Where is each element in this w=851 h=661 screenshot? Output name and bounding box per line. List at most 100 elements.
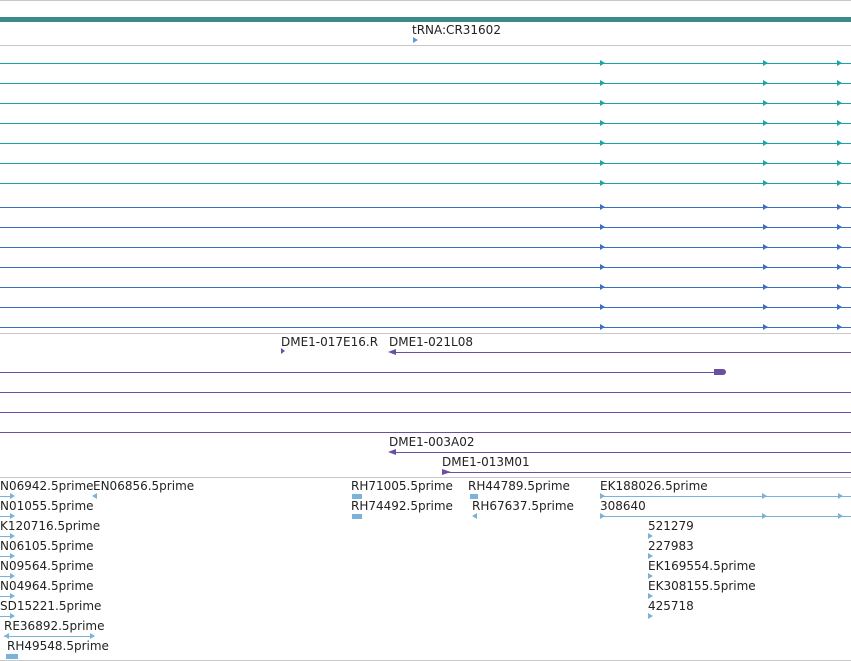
est-label[interactable]: 425718 — [648, 599, 694, 613]
est-arrow[interactable] — [90, 633, 95, 639]
est-label[interactable]: 308640 — [600, 499, 646, 513]
transcript-line[interactable] — [0, 207, 851, 208]
transcript-line[interactable] — [0, 287, 851, 288]
transcript-line[interactable] — [0, 227, 851, 228]
est-arrow[interactable] — [600, 493, 605, 499]
transcript-strand-arrow — [837, 100, 842, 106]
clone-label-013m01[interactable]: DME1-013M01 — [442, 455, 530, 469]
est-label[interactable]: RH67637.5prime — [472, 499, 574, 513]
est-block[interactable] — [352, 494, 362, 499]
transcript-line[interactable] — [0, 163, 851, 164]
est-line[interactable] — [0, 516, 12, 517]
est-line[interactable] — [0, 596, 12, 597]
est-arrow[interactable] — [838, 493, 843, 499]
clone-line[interactable] — [0, 412, 851, 413]
est-label[interactable]: SD15221.5prime — [0, 599, 102, 613]
est-label[interactable]: 227983 — [648, 539, 694, 553]
est-label[interactable]: EK188026.5prime — [600, 479, 708, 493]
clone-013m01-arrow[interactable] — [442, 469, 451, 475]
est-line[interactable] — [0, 536, 12, 537]
est-arrow[interactable] — [10, 613, 15, 619]
clone-label-003a02[interactable]: DME1-003A02 — [389, 435, 475, 449]
clone-end-block[interactable] — [714, 369, 726, 375]
transcript-strand-arrow — [600, 60, 605, 66]
est-arrow[interactable] — [10, 513, 15, 519]
transcript-strand-arrow — [763, 244, 768, 250]
est-label[interactable]: RH44789.5prime — [468, 479, 570, 493]
est-arrow[interactable] — [92, 493, 97, 499]
est-label[interactable]: RH71005.5prime — [351, 479, 453, 493]
est-label[interactable]: EN06856.5prime — [93, 479, 195, 493]
est-block[interactable] — [470, 494, 478, 499]
est-arrow[interactable] — [762, 513, 767, 519]
est-block[interactable] — [6, 654, 18, 659]
transcript-strand-arrow — [600, 100, 605, 106]
clone-021l08-line[interactable] — [392, 352, 851, 353]
est-label[interactable]: RH49548.5prime — [7, 639, 109, 653]
est-arrow[interactable] — [472, 513, 477, 519]
est-line[interactable] — [0, 556, 12, 557]
transcript-line[interactable] — [0, 103, 851, 104]
clone-021l08-arrow[interactable] — [388, 349, 396, 355]
transcript-line[interactable] — [0, 267, 851, 268]
est-label[interactable]: EK308155.5prime — [648, 579, 756, 593]
est-block[interactable] — [352, 514, 362, 519]
transcript-line[interactable] — [0, 327, 851, 328]
est-arrow[interactable] — [648, 593, 653, 599]
est-arrow[interactable] — [838, 513, 843, 519]
trna-feature-arrow[interactable] — [413, 37, 418, 43]
transcript-line[interactable] — [0, 123, 851, 124]
transcript-line[interactable] — [0, 83, 851, 84]
est-line[interactable] — [0, 576, 12, 577]
clone-line[interactable] — [0, 432, 851, 433]
est-label[interactable]: N04964.5prime — [0, 579, 94, 593]
est-line[interactable] — [600, 516, 851, 517]
transcript-line[interactable] — [0, 247, 851, 248]
transcript-line[interactable] — [0, 63, 851, 64]
est-label[interactable]: RH74492.5prime — [351, 499, 453, 513]
est-arrow[interactable] — [10, 593, 15, 599]
est-arrow[interactable] — [4, 633, 9, 639]
clone-013m01-line[interactable] — [446, 472, 851, 473]
clone-label-017e16[interactable]: DME1-017E16.R — [281, 335, 379, 349]
est-arrow[interactable] — [10, 493, 15, 499]
est-arrow[interactable] — [762, 493, 767, 499]
est-label[interactable]: K120716.5prime — [0, 519, 101, 533]
est-line[interactable] — [600, 496, 851, 497]
est-arrow[interactable] — [648, 613, 653, 619]
est-arrow[interactable] — [648, 533, 653, 539]
est-arrow[interactable] — [10, 533, 15, 539]
clone-017e16-arrow[interactable] — [281, 348, 285, 354]
est-label[interactable]: RE36892.5prime — [4, 619, 105, 633]
gene-model-bar[interactable] — [0, 17, 851, 22]
transcript-line[interactable] — [0, 307, 851, 308]
clone-line[interactable] — [0, 372, 716, 373]
est-label[interactable]: 521279 — [648, 519, 694, 533]
transcript-strand-arrow — [600, 224, 605, 230]
transcript-strand-arrow — [837, 284, 842, 290]
est-arrow[interactable] — [10, 573, 15, 579]
est-arrow[interactable] — [648, 553, 653, 559]
transcript-strand-arrow — [763, 204, 768, 210]
clone-003a02-line[interactable] — [392, 452, 851, 453]
transcript-line[interactable] — [0, 183, 851, 184]
clone-003a02-arrow[interactable] — [388, 449, 396, 455]
est-label[interactable]: EK169554.5prime — [648, 559, 756, 573]
est-line[interactable] — [4, 636, 94, 637]
est-label[interactable]: N01055.5prime — [0, 499, 94, 513]
est-label[interactable]: N09564.5prime — [0, 559, 94, 573]
transcript-strand-arrow — [763, 100, 768, 106]
est-line[interactable] — [0, 616, 12, 617]
transcript-line[interactable] — [0, 143, 851, 144]
transcript-strand-arrow — [837, 204, 842, 210]
est-arrow[interactable] — [600, 513, 605, 519]
est-line[interactable] — [0, 496, 12, 497]
clone-line[interactable] — [0, 392, 851, 393]
est-arrow[interactable] — [648, 573, 653, 579]
est-arrow[interactable] — [10, 553, 15, 559]
est-label[interactable]: N06942.5prime — [0, 479, 94, 493]
clone-label-021l08[interactable]: DME1-021L08 — [389, 335, 473, 349]
est-label[interactable]: N06105.5prime — [0, 539, 94, 553]
trna-label[interactable]: tRNA:CR31602 — [412, 23, 501, 37]
